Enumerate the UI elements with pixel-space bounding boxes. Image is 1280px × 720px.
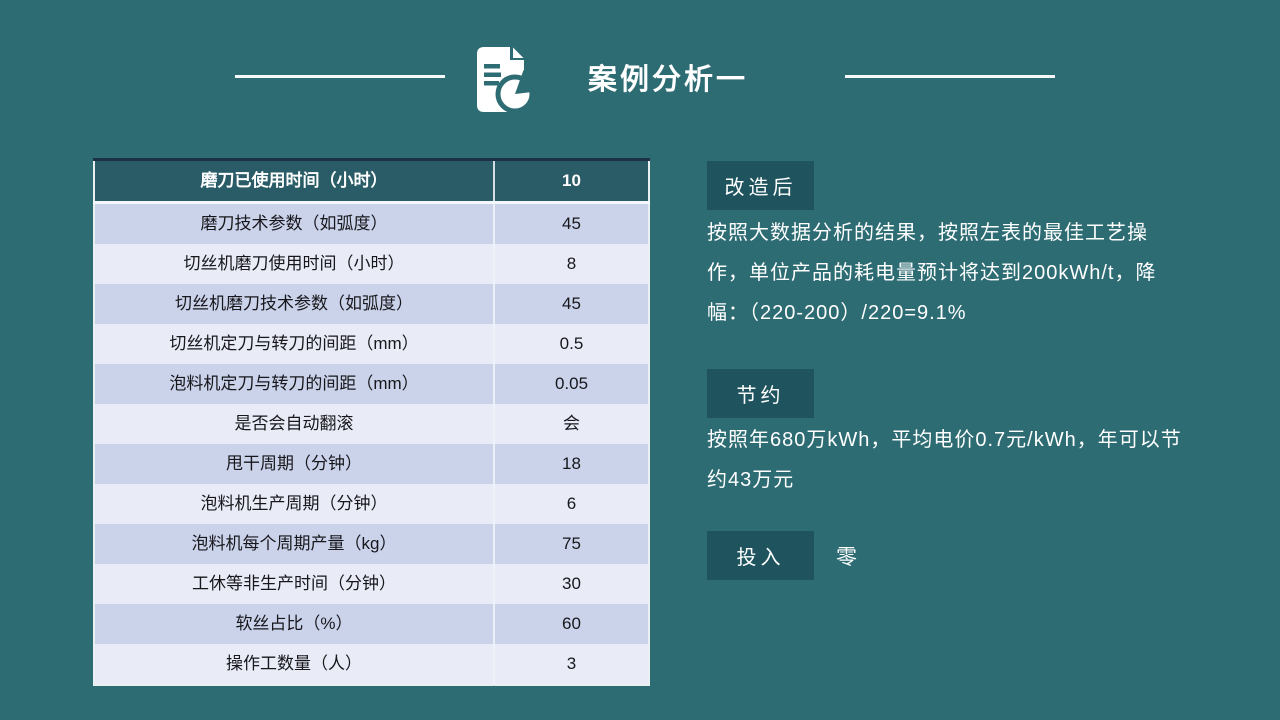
row-label: 切丝机磨刀使用时间（小时） xyxy=(94,244,494,284)
table-row: 软丝占比（%） 60 xyxy=(94,604,649,644)
row-value: 60 xyxy=(493,604,649,644)
row-label: 切丝机定刀与转刀的间距（mm） xyxy=(94,324,494,364)
row-label: 甩干周期（分钟） xyxy=(94,444,494,484)
row-label: 操作工数量（人） xyxy=(94,644,494,685)
row-label: 工休等非生产时间（分钟） xyxy=(94,564,494,604)
table-header-row: 磨刀已使用时间（小时） 10 xyxy=(94,159,649,204)
badge-savings: 节约 xyxy=(707,369,814,418)
row-label: 泡料机生产周期（分钟） xyxy=(94,484,494,524)
row-value: 会 xyxy=(493,404,649,444)
after-transformation-text: 按照大数据分析的结果，按照左表的最佳工艺操作，单位产品的耗电量预计将达到200k… xyxy=(707,222,1157,324)
row-value: 45 xyxy=(493,202,649,244)
row-label: 软丝占比（%） xyxy=(94,604,494,644)
row-value: 6 xyxy=(493,484,649,524)
table-row: 操作工数量（人） 3 xyxy=(94,644,649,685)
row-label: 泡料机定刀与转刀的间距（mm） xyxy=(94,364,494,404)
row-value: 75 xyxy=(493,524,649,564)
table-row: 泡料机每个周期产量（kg） 75 xyxy=(94,524,649,564)
table-row: 是否会自动翻滚 会 xyxy=(94,404,649,444)
parameters-table: 磨刀已使用时间（小时） 10 磨刀技术参数（如弧度） 45 切丝机磨刀使用时间（… xyxy=(93,158,650,686)
table-row: 切丝机定刀与转刀的间距（mm） 0.5 xyxy=(94,324,649,364)
row-value: 0.05 xyxy=(493,364,649,404)
table-row: 甩干周期（分钟） 18 xyxy=(94,444,649,484)
row-label: 是否会自动翻滚 xyxy=(94,404,494,444)
badge-after-transformation: 改造后 xyxy=(707,161,814,210)
table-row: 切丝机磨刀技术参数（如弧度） 45 xyxy=(94,284,649,324)
table-row: 磨刀技术参数（如弧度） 45 xyxy=(94,202,649,244)
row-label: 磨刀技术参数（如弧度） xyxy=(94,202,494,244)
row-value: 3 xyxy=(493,644,649,685)
table-row: 泡料机定刀与转刀的间距（mm） 0.05 xyxy=(94,364,649,404)
table-row: 工休等非生产时间（分钟） 30 xyxy=(94,564,649,604)
title-left-line xyxy=(235,75,445,78)
table-header-value: 10 xyxy=(493,159,649,204)
row-value: 0.5 xyxy=(493,324,649,364)
row-label: 切丝机磨刀技术参数（如弧度） xyxy=(94,284,494,324)
row-value: 45 xyxy=(493,284,649,324)
table-row: 泡料机生产周期（分钟） 6 xyxy=(94,484,649,524)
table-header-label: 磨刀已使用时间（小时） xyxy=(94,159,494,204)
row-value: 8 xyxy=(493,244,649,284)
title-right-line xyxy=(845,75,1055,78)
investment-value: 零 xyxy=(836,545,859,569)
document-chart-icon xyxy=(466,42,546,118)
table-row: 切丝机磨刀使用时间（小时） 8 xyxy=(94,244,649,284)
row-label: 泡料机每个周期产量（kg） xyxy=(94,524,494,564)
row-value: 18 xyxy=(493,444,649,484)
row-value: 30 xyxy=(493,564,649,604)
savings-text: 按照年680万kWh，平均电价0.7元/kWh，年可以节约43万元 xyxy=(707,429,1182,491)
badge-investment: 投入 xyxy=(707,531,814,580)
page-title: 案例分析一 xyxy=(588,64,749,96)
